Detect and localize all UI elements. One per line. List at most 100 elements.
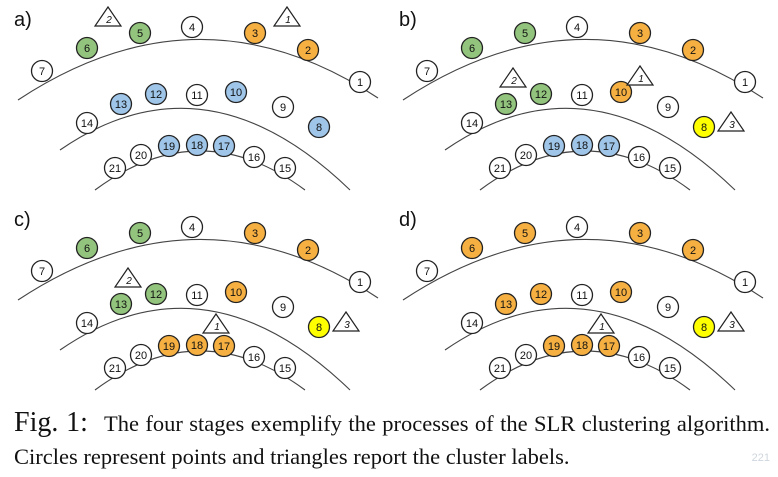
guide-arc-3 xyxy=(479,350,691,391)
point-4: 4 xyxy=(565,215,589,239)
point-label: 17 xyxy=(603,341,615,353)
point-19: 19 xyxy=(157,134,181,158)
point-label: 14 xyxy=(466,318,478,330)
point-circle xyxy=(157,134,181,158)
point-17: 17 xyxy=(212,334,236,358)
point-label: 18 xyxy=(191,340,203,352)
point-2: 2 xyxy=(296,38,320,62)
point-circle xyxy=(75,111,99,135)
point-label: 5 xyxy=(137,28,143,40)
point-2: 2 xyxy=(681,238,705,262)
triangle-shape xyxy=(113,266,143,288)
point-circle xyxy=(348,70,372,94)
point-label: 15 xyxy=(664,363,676,375)
point-15: 15 xyxy=(658,356,682,380)
point-label: 20 xyxy=(135,150,147,162)
point-21: 21 xyxy=(103,356,127,380)
point-label: 5 xyxy=(137,228,143,240)
point-10: 10 xyxy=(609,280,633,304)
point-label: 20 xyxy=(520,350,532,362)
point-circle xyxy=(542,134,566,158)
point-circle xyxy=(513,21,537,45)
triangle-shape xyxy=(272,5,302,27)
point-circle xyxy=(271,95,295,119)
point-circle xyxy=(180,15,204,39)
guide-arc-1 xyxy=(17,39,379,101)
point-label: 16 xyxy=(633,152,645,164)
point-circle xyxy=(488,156,512,180)
point-17: 17 xyxy=(597,134,621,158)
point-circle xyxy=(103,356,127,380)
point-label: 9 xyxy=(665,302,671,314)
panel-label: c) xyxy=(14,209,31,231)
point-circle xyxy=(128,21,152,45)
point-label: 15 xyxy=(279,363,291,375)
point-circle xyxy=(415,59,439,83)
triangle-shape xyxy=(625,64,655,86)
point-circle xyxy=(658,156,682,180)
point-20: 20 xyxy=(514,343,538,367)
point-14: 14 xyxy=(460,311,484,335)
point-12: 12 xyxy=(144,282,168,306)
point-circle xyxy=(681,238,705,262)
point-label: 21 xyxy=(109,163,121,175)
point-circle xyxy=(415,259,439,283)
point-circle xyxy=(529,82,553,106)
point-13: 13 xyxy=(494,92,518,116)
triangle-label: 3 xyxy=(344,320,350,331)
point-label: 14 xyxy=(81,318,93,330)
point-label: 4 xyxy=(574,222,580,234)
caption-text: The four stages exemplify the processes … xyxy=(14,411,770,469)
point-circle xyxy=(75,236,99,260)
point-label: 12 xyxy=(535,289,547,301)
point-circle xyxy=(180,215,204,239)
point-6: 6 xyxy=(75,236,99,260)
point-circle xyxy=(460,311,484,335)
point-15: 15 xyxy=(658,156,682,180)
point-3: 3 xyxy=(243,221,267,245)
cluster-label-triangle-2: 2 xyxy=(498,66,528,88)
point-8: 8 xyxy=(307,315,331,339)
point-5: 5 xyxy=(513,221,537,245)
triangle-shape xyxy=(716,310,746,332)
point-circle xyxy=(128,221,152,245)
cluster-label-triangle-2: 2 xyxy=(93,5,123,27)
point-circle xyxy=(529,282,553,306)
point-circle xyxy=(460,111,484,135)
point-label: 4 xyxy=(189,22,195,34)
point-9: 9 xyxy=(656,295,680,319)
point-circle xyxy=(30,259,54,283)
point-label: 12 xyxy=(150,89,162,101)
point-circle xyxy=(488,356,512,380)
triangle-shape xyxy=(331,310,361,332)
point-label: 20 xyxy=(520,150,532,162)
point-14: 14 xyxy=(460,111,484,135)
point-circle xyxy=(494,292,518,316)
figure-caption: Fig. 1: The four stages exemplify the pr… xyxy=(14,406,770,473)
guide-arc-1 xyxy=(17,239,379,301)
point-18: 18 xyxy=(570,333,594,357)
point-circle xyxy=(570,83,594,107)
point-label: 17 xyxy=(603,141,615,153)
point-circle xyxy=(144,82,168,106)
guide-arc-1 xyxy=(402,39,764,101)
point-label: 5 xyxy=(522,28,528,40)
point-label: 16 xyxy=(633,352,645,364)
caption-figure-label: Fig. 1: xyxy=(14,407,88,438)
point-3: 3 xyxy=(628,21,652,45)
point-circle xyxy=(296,238,320,262)
point-label: 9 xyxy=(665,102,671,114)
point-label: 9 xyxy=(280,102,286,114)
point-6: 6 xyxy=(75,36,99,60)
triangle-label: 1 xyxy=(214,322,220,333)
point-label: 10 xyxy=(230,287,242,299)
point-17: 17 xyxy=(212,134,236,158)
point-label: 18 xyxy=(576,140,588,152)
triangle-label: 2 xyxy=(510,76,517,87)
point-circle xyxy=(733,270,757,294)
point-circle xyxy=(460,236,484,260)
point-label: 1 xyxy=(357,277,363,289)
point-circle xyxy=(129,343,153,367)
